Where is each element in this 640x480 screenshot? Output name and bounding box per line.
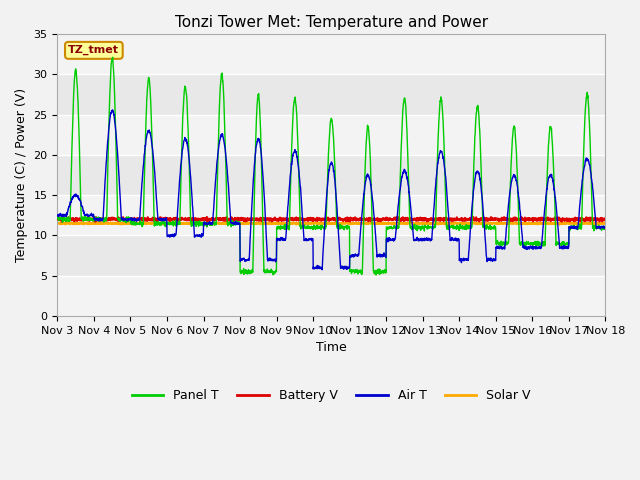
Bar <box>58 276 605 316</box>
Title: Tonzi Tower Met: Temperature and Power: Tonzi Tower Met: Temperature and Power <box>175 15 488 30</box>
Bar <box>58 195 605 235</box>
Bar <box>58 34 605 74</box>
X-axis label: Time: Time <box>316 341 347 354</box>
Y-axis label: Temperature (C) / Power (V): Temperature (C) / Power (V) <box>15 88 28 262</box>
Legend: Panel T, Battery V, Air T, Solar V: Panel T, Battery V, Air T, Solar V <box>127 384 536 408</box>
Bar <box>58 115 605 155</box>
Text: TZ_tmet: TZ_tmet <box>68 45 120 56</box>
